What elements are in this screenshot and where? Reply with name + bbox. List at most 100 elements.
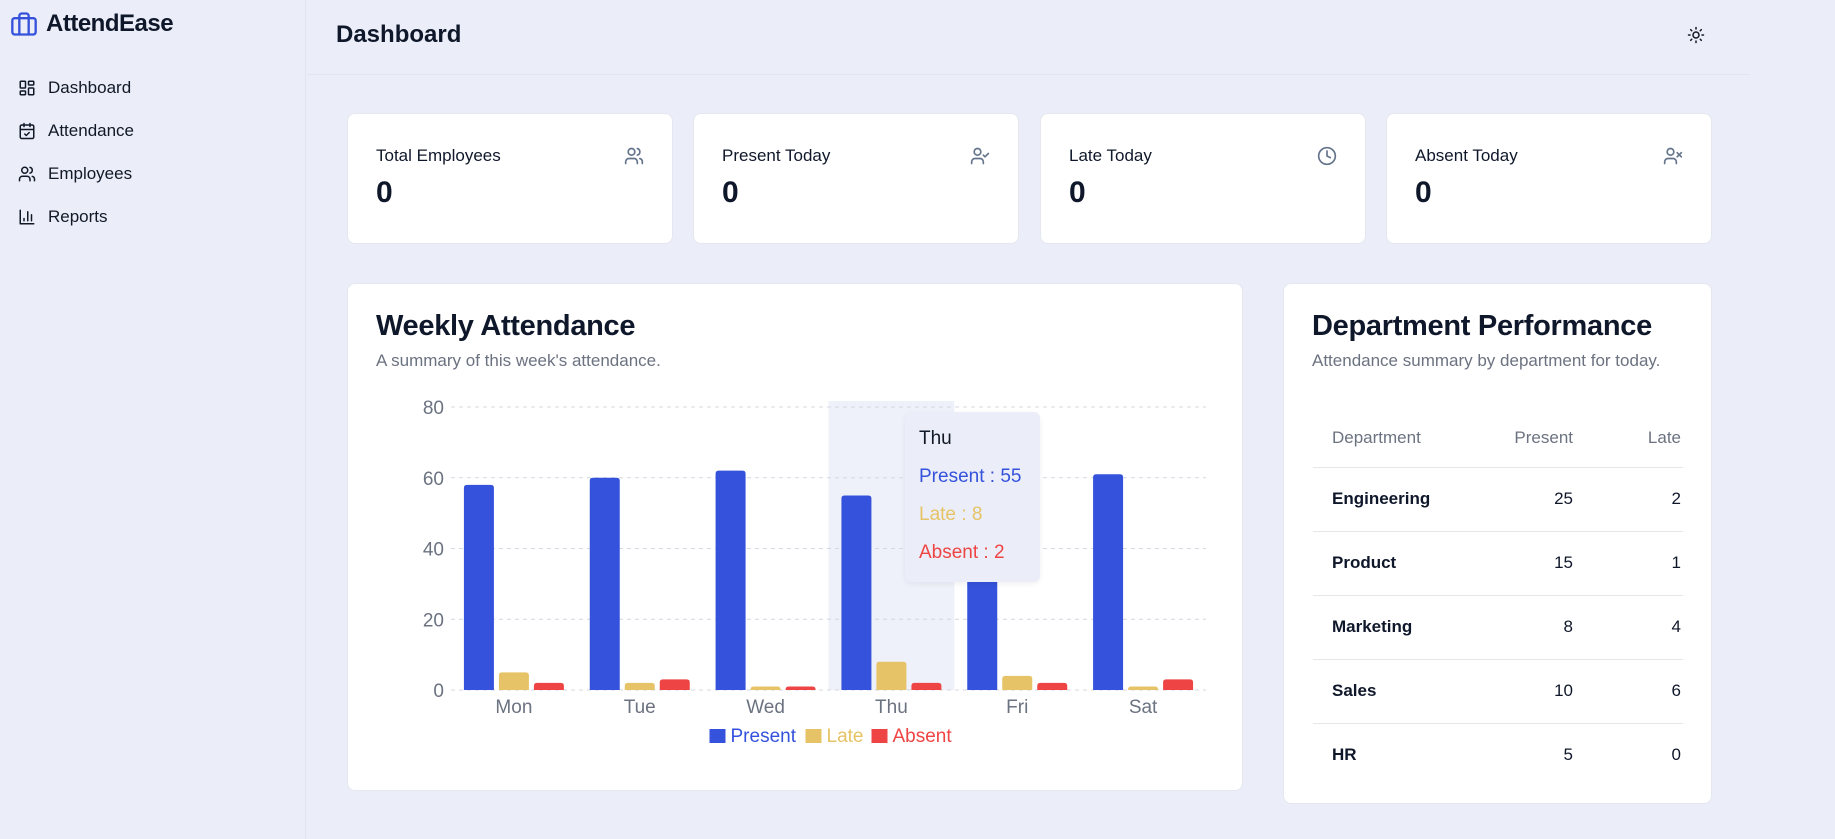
sidebar-item-label: Reports bbox=[48, 206, 108, 226]
department-name: Engineering bbox=[1313, 467, 1463, 532]
bar-present-mon bbox=[463, 484, 494, 690]
stat-value: 0 bbox=[1069, 176, 1086, 209]
weekly-attendance-title: Weekly Attendance bbox=[376, 310, 636, 342]
bar-late-thu bbox=[876, 661, 907, 690]
department-performance-title: Department Performance bbox=[1312, 310, 1652, 342]
bar-absent-sat bbox=[1163, 679, 1194, 690]
y-tick-label: 20 bbox=[423, 610, 444, 631]
bar-present-sat bbox=[1093, 474, 1124, 690]
bar-chart-icon bbox=[19, 209, 35, 224]
bar-absent-wed bbox=[785, 686, 816, 690]
user-check-icon bbox=[970, 147, 990, 165]
bar-late-fri bbox=[1002, 675, 1033, 690]
bar-late-tue bbox=[624, 682, 655, 690]
y-tick-label: 80 bbox=[423, 398, 444, 419]
present-count: 5 bbox=[1563, 745, 1573, 765]
stat-value: 0 bbox=[376, 176, 393, 209]
weekly-attendance-card: Weekly Attendance A summary of this week… bbox=[347, 283, 1243, 791]
stat-card-total-employees: Total Employees 0 bbox=[347, 113, 673, 244]
brand[interactable]: AttendEase bbox=[10, 10, 174, 38]
department-name: Product bbox=[1313, 531, 1463, 596]
users-icon bbox=[18, 166, 36, 181]
x-tick-label: Sat bbox=[1129, 697, 1158, 718]
brand-name: AttendEase bbox=[46, 10, 174, 37]
stat-value: 0 bbox=[1415, 176, 1432, 209]
stat-label: Total Employees bbox=[376, 146, 501, 165]
sidebar-item-label: Dashboard bbox=[48, 77, 132, 97]
page-title: Dashboard bbox=[336, 21, 462, 48]
briefcase-icon bbox=[11, 12, 37, 36]
top-header: Dashboard bbox=[307, 0, 1750, 75]
weekly-attendance-subtitle: A summary of this week's attendance. bbox=[376, 351, 661, 370]
bar-late-wed bbox=[750, 686, 781, 690]
sidebar-item-label: Attendance bbox=[48, 120, 135, 140]
present-count: 8 bbox=[1463, 595, 1573, 660]
tooltip-title: Thu bbox=[919, 428, 952, 449]
x-tick-label: Thu bbox=[875, 697, 908, 718]
table-row: Engineering 25 2 bbox=[1313, 467, 1683, 532]
table-row: Sales 10 6 bbox=[1313, 659, 1683, 724]
present-count: 10 bbox=[1463, 659, 1573, 724]
column-header-present: Present bbox=[1463, 409, 1573, 468]
x-tick-label: Fri bbox=[1006, 697, 1028, 718]
late-count: 2 bbox=[1573, 467, 1683, 532]
theme-toggle-button[interactable] bbox=[1685, 24, 1707, 46]
late-count: 4 bbox=[1573, 595, 1683, 660]
x-tick-label: Tue bbox=[624, 697, 656, 718]
legend-label-late: Late bbox=[827, 726, 864, 747]
stat-value: 0 bbox=[722, 176, 739, 209]
y-tick-label: 60 bbox=[423, 469, 444, 490]
user-x-icon bbox=[1663, 147, 1683, 165]
x-tick-label: Wed bbox=[746, 697, 785, 718]
table-row: HR 5 0 bbox=[1313, 723, 1683, 787]
legend-label-present: Present bbox=[731, 726, 797, 747]
calendar-check-icon bbox=[19, 122, 35, 139]
table-header-row: Department Present Late bbox=[1313, 409, 1683, 468]
sidebar-item-reports[interactable]: Reports bbox=[18, 195, 134, 238]
sidebar-item-employees[interactable]: Employees bbox=[18, 152, 134, 195]
sun-icon bbox=[1687, 26, 1705, 44]
tooltip-late: Late : 8 bbox=[919, 504, 983, 525]
bar-absent-tue bbox=[659, 679, 690, 690]
bar-late-mon bbox=[498, 672, 529, 690]
department-name: Sales bbox=[1313, 659, 1463, 724]
chart-tooltip: Thu Present : 55 Late : 8 Absent : 2 bbox=[905, 412, 1040, 582]
weekly-attendance-chart: 0 20 40 60 80 Mon Tue Wed Thu Fri Sat Present Late Ab… bbox=[423, 398, 1206, 747]
bar-absent-thu bbox=[911, 682, 942, 690]
clock-icon bbox=[1317, 146, 1337, 166]
sidebar-item-attendance[interactable]: Attendance bbox=[18, 109, 134, 152]
department-performance-card: Department Performance Attendance summar… bbox=[1283, 283, 1712, 804]
legend-label-absent: Absent bbox=[893, 726, 953, 747]
legend-swatch-absent bbox=[871, 729, 888, 743]
bar-late-sat bbox=[1128, 686, 1159, 690]
late-count: 0 bbox=[1671, 745, 1681, 765]
column-header-late: Late bbox=[1573, 409, 1683, 468]
present-count: 25 bbox=[1463, 467, 1573, 532]
bar-present-thu bbox=[841, 495, 872, 690]
present-count: 15 bbox=[1463, 531, 1573, 596]
late-count: 6 bbox=[1573, 659, 1683, 724]
department-table: Department Present Late Engineering 25 2… bbox=[1313, 409, 1683, 787]
stat-label: Late Today bbox=[1069, 146, 1152, 165]
column-header-department: Department bbox=[1313, 409, 1463, 468]
department-name: HR bbox=[1332, 745, 1357, 765]
bar-absent-fri bbox=[1037, 682, 1068, 690]
late-count: 1 bbox=[1573, 531, 1683, 596]
users-icon bbox=[624, 147, 644, 165]
dashboard-icon bbox=[19, 80, 35, 95]
stat-label: Absent Today bbox=[1415, 146, 1518, 165]
y-tick-label: 0 bbox=[433, 681, 444, 702]
department-name: Marketing bbox=[1313, 595, 1463, 660]
table-row: Product 15 1 bbox=[1313, 531, 1683, 596]
sidebar-item-dashboard[interactable]: Dashboard bbox=[18, 66, 134, 109]
department-performance-subtitle: Attendance summary by department for tod… bbox=[1312, 351, 1661, 370]
stat-card-late-today: Late Today 0 bbox=[1040, 113, 1366, 244]
bar-present-wed bbox=[715, 470, 746, 690]
stat-card-present-today: Present Today 0 bbox=[693, 113, 1019, 244]
legend-swatch-late bbox=[805, 729, 822, 743]
tooltip-absent: Absent : 2 bbox=[919, 542, 1005, 563]
table-row: Marketing 8 4 bbox=[1313, 595, 1683, 660]
tooltip-present: Present : 55 bbox=[919, 466, 1022, 487]
stat-card-absent-today: Absent Today 0 bbox=[1386, 113, 1712, 244]
stat-label: Present Today bbox=[722, 146, 831, 165]
